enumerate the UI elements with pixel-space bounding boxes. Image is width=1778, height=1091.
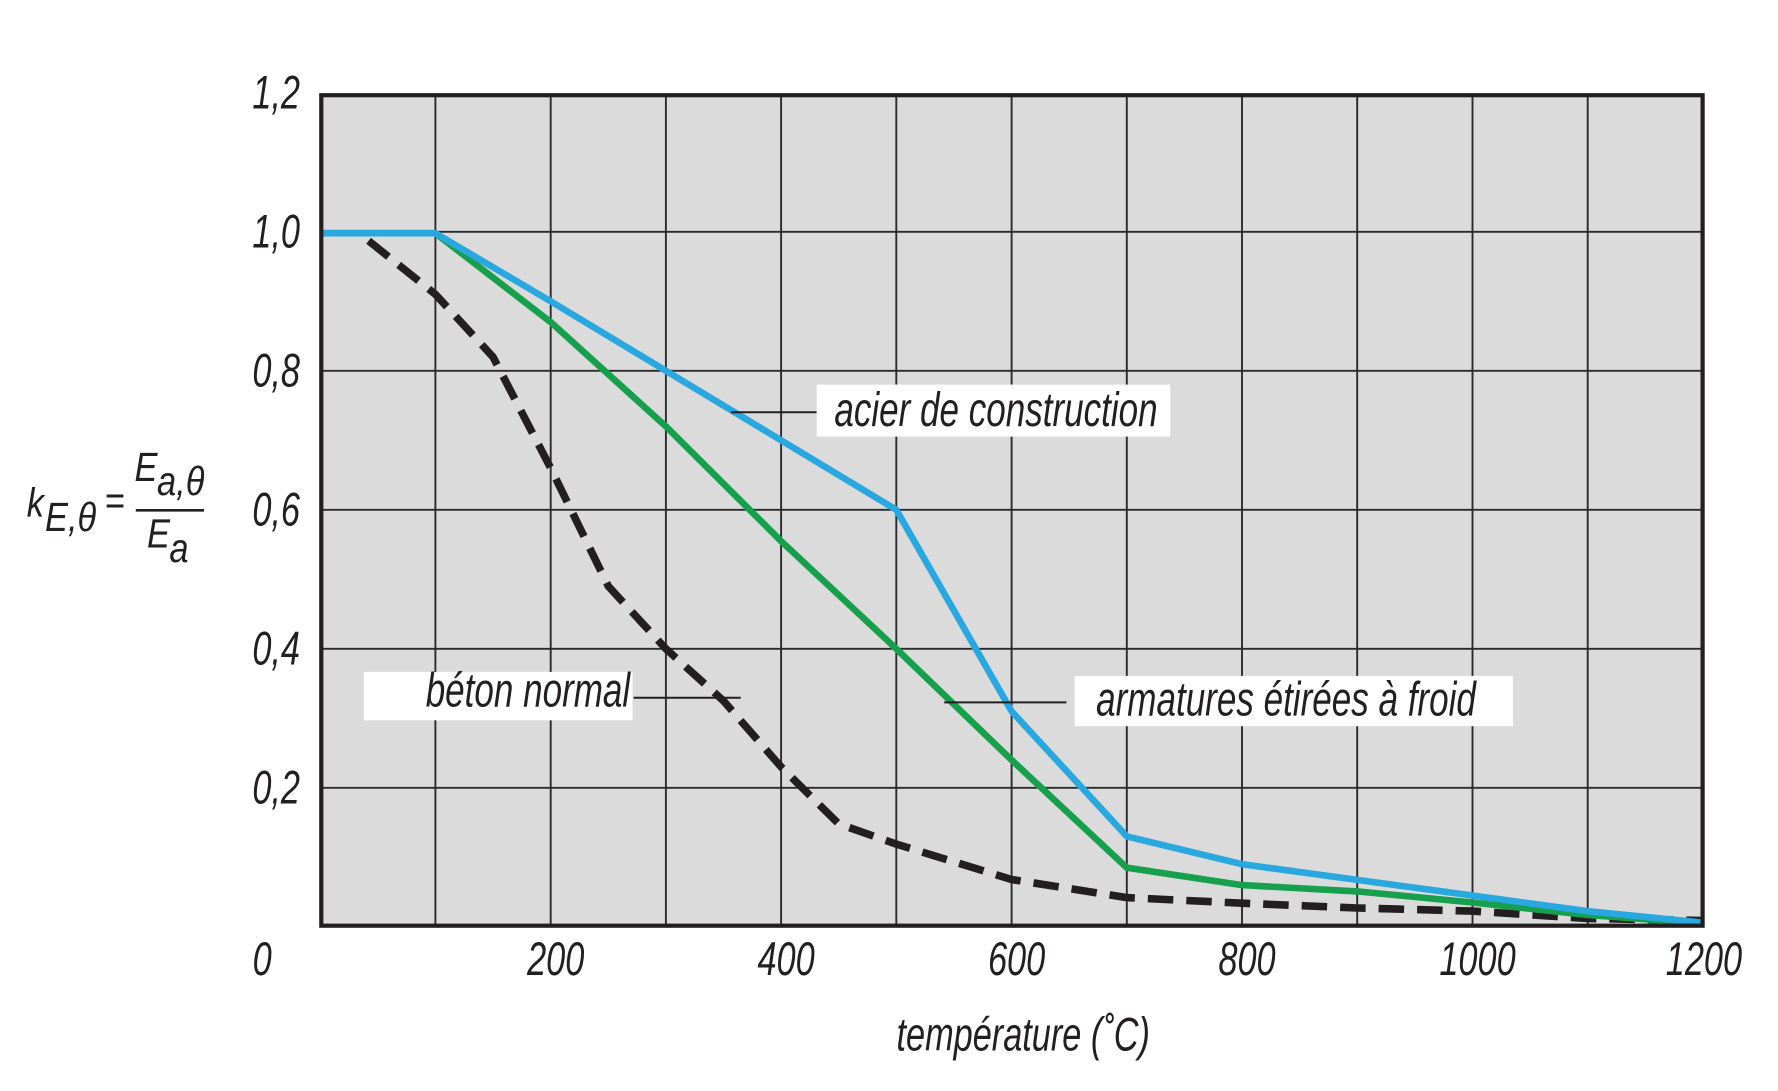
svg-text:0,6: 0,6 bbox=[252, 483, 300, 536]
svg-text:=: = bbox=[105, 479, 125, 524]
svg-text:béton normal: béton normal bbox=[426, 663, 632, 717]
svg-text:200: 200 bbox=[526, 933, 584, 986]
svg-text:0: 0 bbox=[253, 933, 272, 986]
svg-text:600: 600 bbox=[988, 933, 1045, 986]
svg-text:a: a bbox=[169, 526, 188, 571]
svg-text:0,4: 0,4 bbox=[252, 622, 300, 675]
svg-text:800: 800 bbox=[1218, 933, 1275, 986]
svg-text:température (˚C): température (˚C) bbox=[896, 1008, 1149, 1061]
svg-text:E: E bbox=[135, 445, 159, 490]
svg-text:E,θ: E,θ bbox=[45, 495, 97, 540]
svg-text:1000: 1000 bbox=[1439, 933, 1515, 986]
svg-text:1,0: 1,0 bbox=[252, 205, 300, 258]
svg-text:1,2: 1,2 bbox=[252, 66, 300, 119]
svg-text:armatures étirées à froid: armatures étirées à froid bbox=[1096, 672, 1477, 726]
svg-text:a,θ: a,θ bbox=[157, 459, 205, 504]
svg-text:acier de construction: acier de construction bbox=[834, 383, 1157, 437]
svg-text:k: k bbox=[27, 481, 46, 526]
svg-text:400: 400 bbox=[757, 933, 814, 986]
svg-text:0,2: 0,2 bbox=[252, 761, 300, 814]
svg-text:1200: 1200 bbox=[1666, 933, 1742, 986]
svg-text:0,8: 0,8 bbox=[252, 344, 300, 397]
svg-text:E: E bbox=[147, 512, 171, 557]
